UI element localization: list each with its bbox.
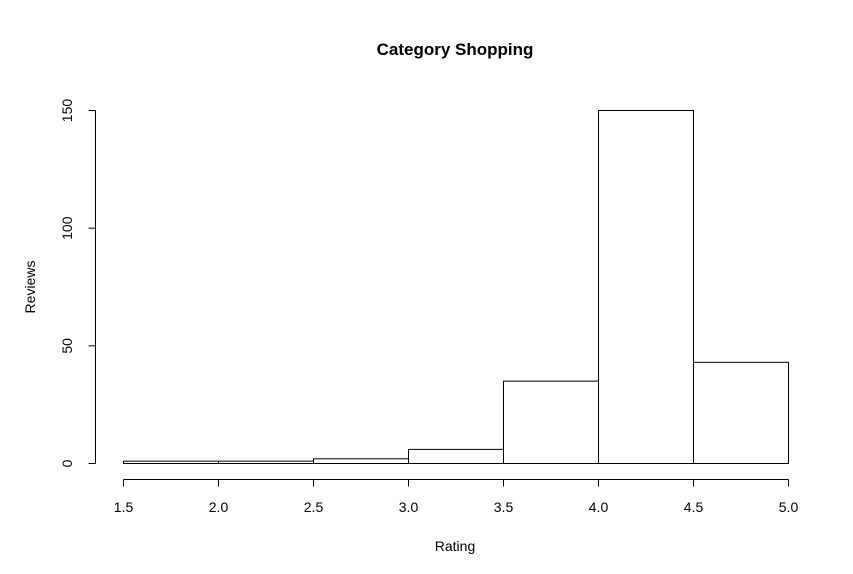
x-tick-label-6: 4.5 xyxy=(684,499,704,515)
histogram-bar-4 xyxy=(503,380,599,465)
y-tick-label-1: 50 xyxy=(59,338,75,354)
histogram-bar-6 xyxy=(693,361,789,464)
x-tick-label-1: 2.0 xyxy=(209,499,229,515)
y-tick-label-3: 150 xyxy=(59,99,75,123)
y-axis: 0 50 100 150 xyxy=(59,99,96,467)
chart-title: Category Shopping xyxy=(377,40,534,59)
bars-group xyxy=(123,110,789,465)
histogram-bar-2 xyxy=(313,458,409,465)
y-tick-label-2: 100 xyxy=(59,216,75,240)
y-tick-label-0: 0 xyxy=(59,459,75,467)
x-tick-label-2: 2.5 xyxy=(304,499,324,515)
x-tick-label-0: 1.5 xyxy=(114,499,134,515)
histogram-bar-1 xyxy=(218,460,314,464)
x-tick-label-3: 3.0 xyxy=(399,499,419,515)
x-tick-label-7: 5.0 xyxy=(779,499,799,515)
x-axis: 1.5 2.0 2.5 3.0 3.5 4.0 4.5 5.0 xyxy=(114,479,799,515)
histogram-bar-5 xyxy=(598,110,694,464)
x-axis-title: Rating xyxy=(435,538,475,554)
histogram-bar-0 xyxy=(123,460,219,464)
x-tick-label-4: 3.5 xyxy=(494,499,514,515)
histogram-bar-3 xyxy=(408,448,504,465)
x-tick-label-5: 4.0 xyxy=(589,499,609,515)
y-axis-title: Reviews xyxy=(22,261,38,314)
